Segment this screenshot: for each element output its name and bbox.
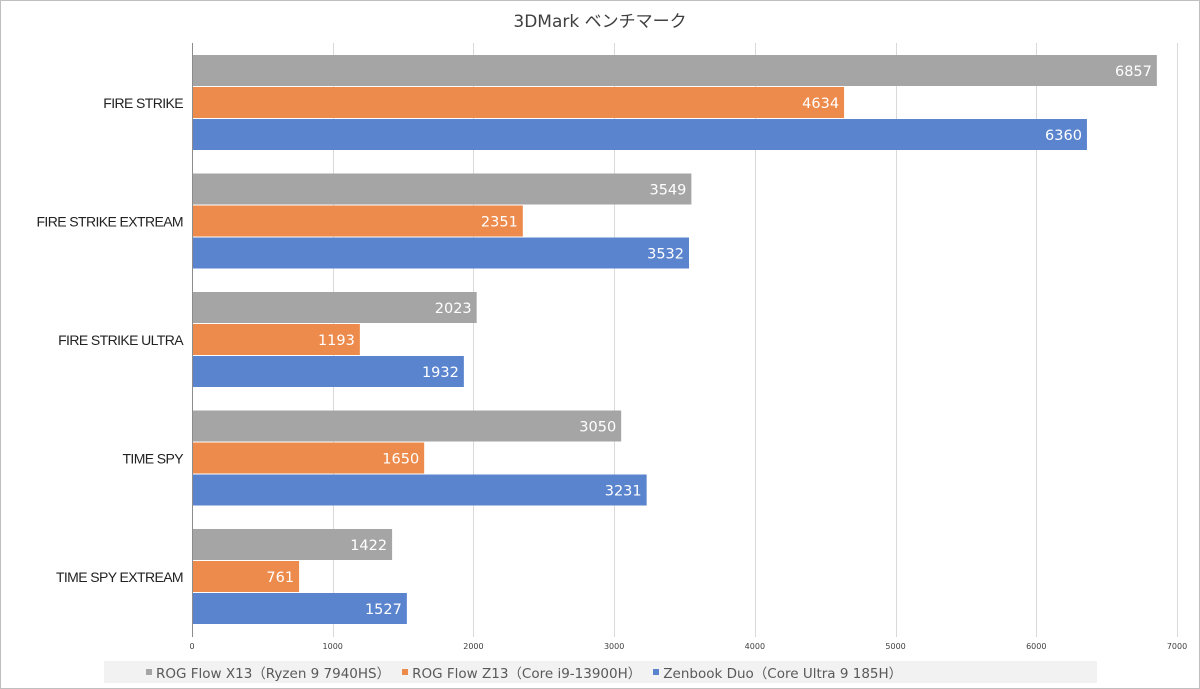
- x-tick-label: 4000: [745, 642, 765, 651]
- data-label: 1650: [382, 452, 419, 468]
- legend-label: ROG Flow Z13（Core i9-13900H）: [412, 666, 642, 682]
- category-label: FIRE STRIKE EXTREAM: [36, 214, 183, 230]
- x-axis-tick-labels: 0 1000 2000 3000 4000 5000 6000 7000: [189, 642, 1187, 651]
- data-label: 1527: [365, 602, 402, 618]
- x-tick-label: 7000: [1167, 642, 1187, 651]
- legend-swatch: [402, 669, 409, 675]
- bar: [193, 292, 477, 323]
- chart-title: 3DMark ベンチマーク: [513, 12, 687, 32]
- legend: ROG Flow X13（Ryzen 9 7940HS） ROG Flow Z13…: [104, 661, 1097, 683]
- x-tick-label: 0: [189, 642, 194, 651]
- x-tick-label: 1000: [323, 642, 343, 651]
- legend-item: ROG Flow Z13（Core i9-13900H）: [402, 662, 641, 682]
- bar: [193, 529, 393, 560]
- legend-item: ROG Flow X13（Ryzen 9 7940HS）: [146, 662, 390, 682]
- data-label: 1932: [422, 365, 459, 381]
- category-label: TIME SPY EXTREAM: [56, 569, 183, 585]
- x-tick-label: 2000: [463, 642, 483, 651]
- bar: [193, 55, 1157, 86]
- bar: [193, 410, 622, 442]
- data-label: 3050: [579, 420, 616, 436]
- x-tick-label: 6000: [1026, 642, 1046, 651]
- x-tick-label: 3000: [604, 642, 624, 651]
- bar: [193, 324, 360, 355]
- category-label: FIRE STRIKE ULTRA: [58, 332, 184, 348]
- data-label: 2023: [435, 301, 472, 317]
- data-label: 3532: [647, 247, 684, 263]
- legend-label: ROG Flow X13（Ryzen 9 7940HS）: [156, 666, 391, 682]
- bar: [193, 356, 464, 387]
- bar: [193, 119, 1087, 150]
- bar: [193, 205, 523, 237]
- bar: [193, 561, 300, 592]
- data-label: 6857: [1115, 64, 1152, 80]
- bar: [193, 87, 845, 118]
- x-tick-label: 5000: [885, 642, 905, 651]
- category-labels: FIRE STRIKE FIRE STRIKE EXTREAM FIRE STRIK…: [36, 95, 184, 585]
- category-label: FIRE STRIKE: [103, 95, 183, 111]
- data-label: 1422: [350, 538, 387, 554]
- data-label: 2351: [481, 215, 518, 231]
- data-labels: 6857 4634 6360 3549 2351 3532 2023 1193 1932 3050…: [266, 64, 1151, 618]
- bar: [193, 474, 647, 506]
- bar: [193, 442, 425, 474]
- data-label: 3549: [649, 183, 686, 199]
- legend-item: Zenbook Duo（Core Ultra 9 185H）: [653, 662, 902, 682]
- legend-swatch: [146, 669, 152, 675]
- category-label: TIME SPY: [122, 451, 184, 467]
- data-label: 761: [266, 570, 294, 586]
- data-label: 6360: [1045, 128, 1082, 144]
- data-label: 4634: [802, 96, 839, 112]
- legend-swatch: [653, 669, 660, 675]
- bars: [193, 55, 1157, 624]
- data-label: 3231: [605, 484, 642, 500]
- legend-label: Zenbook Duo（Core Ultra 9 185H）: [663, 666, 903, 682]
- bar: [193, 237, 690, 269]
- data-label: 1193: [318, 333, 355, 349]
- bar: [193, 593, 407, 624]
- bar: [193, 173, 692, 205]
